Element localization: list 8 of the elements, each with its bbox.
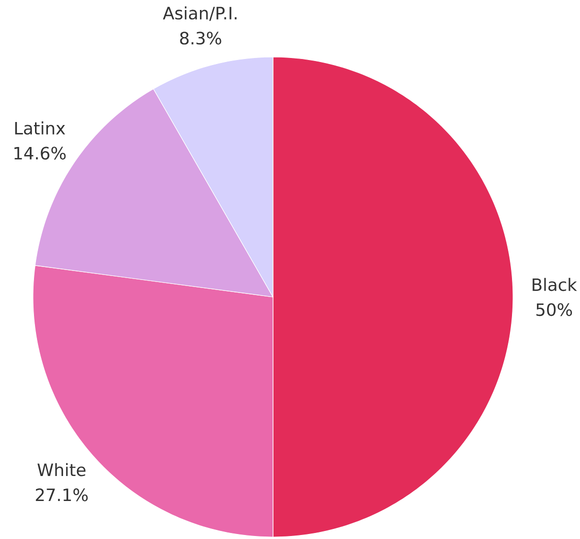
slice-label: Asian/P.I. — [162, 6, 237, 21]
slice-label: Latinx — [15, 121, 66, 135]
data-label: 14.6% — [14, 146, 66, 160]
slice-label: White — [37, 463, 86, 476]
data-label: 50% — [536, 303, 572, 316]
slice-label: Black — [532, 278, 577, 292]
data-label: 8.3% — [180, 32, 222, 45]
data-label: 27.1% — [36, 488, 88, 502]
